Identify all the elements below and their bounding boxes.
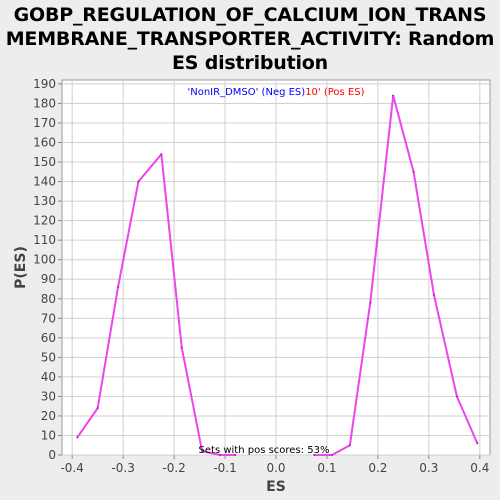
series-lines <box>76 94 479 456</box>
chart-title: GOBP_REGULATION_OF_CALCIUM_ION_TRANS MEM… <box>0 3 500 75</box>
data-point <box>412 170 415 173</box>
data-point <box>117 286 120 289</box>
data-point <box>369 301 372 304</box>
x-tick-label: -0.2 <box>162 461 185 475</box>
x-axis-label: ES <box>266 479 286 495</box>
y-tick-label: 50 <box>41 350 56 364</box>
data-point <box>76 436 79 439</box>
grid <box>62 80 490 456</box>
y-tick-label: 120 <box>33 214 56 228</box>
y-tick-label: 130 <box>33 194 56 208</box>
y-tick-label: 180 <box>33 96 56 110</box>
data-point <box>160 153 163 156</box>
axis-ticks: 0 10 20 30 40 50 60 70 80 90 100 110 120 130 140 150 160… <box>33 77 489 475</box>
chart-title-line-3: ES distribution <box>172 52 328 74</box>
x-tick-label: 0.2 <box>368 461 387 475</box>
data-point <box>180 346 183 349</box>
pos-scores-annotation: Sets with pos scores: 53% <box>199 445 330 456</box>
y-tick-label: 30 <box>41 389 56 403</box>
data-point <box>313 454 316 456</box>
legend-pos-label: 10' (Pos ES) <box>305 87 364 98</box>
x-tick-label: 0.1 <box>317 461 336 475</box>
y-tick-label: 70 <box>41 311 56 325</box>
data-point <box>234 454 237 456</box>
y-tick-label: 160 <box>33 136 56 150</box>
data-point <box>201 450 204 453</box>
y-tick-label: 150 <box>33 155 56 169</box>
x-tick-label: -0.4 <box>60 461 83 475</box>
x-tick-label: 0.0 <box>266 461 285 475</box>
x-tick-label: 0.3 <box>419 461 438 475</box>
y-tick-label: 140 <box>33 175 56 189</box>
data-point <box>96 407 99 410</box>
data-point <box>455 395 458 398</box>
y-tick-label: 20 <box>41 409 56 423</box>
data-point <box>476 442 479 445</box>
data-point <box>432 293 435 296</box>
y-tick-label: 10 <box>41 428 56 442</box>
y-tick-label: 110 <box>33 233 56 247</box>
legend: 'NonIR_DMSO' (Neg ES)10' (Pos ES) <box>188 87 365 98</box>
y-tick-label: 60 <box>41 331 56 345</box>
data-point <box>137 180 140 183</box>
data-point <box>348 444 351 447</box>
y-tick-label: 90 <box>41 272 56 286</box>
x-tick-label: -0.1 <box>213 461 236 475</box>
data-point <box>331 454 334 456</box>
y-tick-label: 100 <box>33 253 56 267</box>
data-point <box>218 454 221 456</box>
y-tick-label: 190 <box>33 77 56 91</box>
x-tick-label: -0.3 <box>111 461 134 475</box>
y-axis-label: P(ES) <box>13 246 29 289</box>
y-tick-label: 0 <box>48 448 56 462</box>
chart-title-line-2: MEMBRANE_TRANSPORTER_ACTIVITY: Random <box>5 28 495 50</box>
chart-title-line-1: GOBP_REGULATION_OF_CALCIUM_ION_TRANS <box>13 4 487 26</box>
y-tick-label: 170 <box>33 116 56 130</box>
y-tick-label: 40 <box>41 370 56 384</box>
legend-neg-label: 'NonIR_DMSO' (Neg ES) <box>188 87 306 98</box>
y-tick-label: 80 <box>41 292 56 306</box>
data-point <box>392 94 395 97</box>
x-tick-label: 0.4 <box>470 461 489 475</box>
